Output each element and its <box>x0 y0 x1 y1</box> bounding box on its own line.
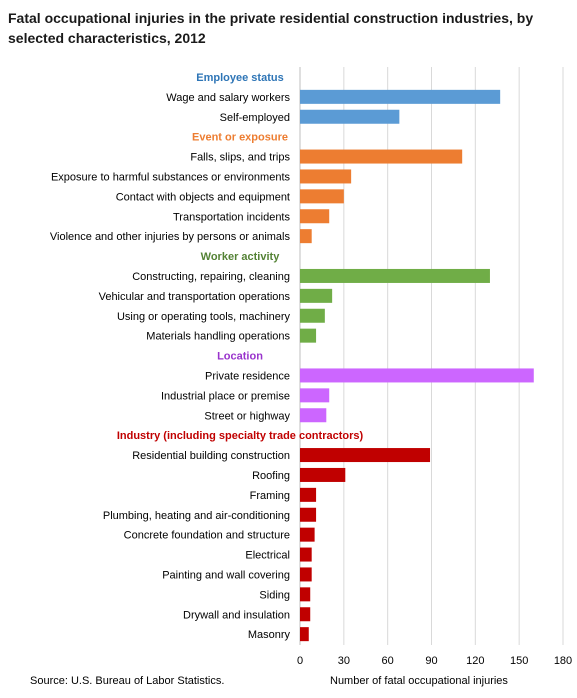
category-label: Materials handling operations <box>146 331 290 343</box>
bar <box>300 627 309 642</box>
bar <box>300 169 352 184</box>
x-tick-label: 180 <box>554 655 572 667</box>
category-label: Contact with objects and equipment <box>116 191 290 203</box>
category-label: Violence and other injuries by persons o… <box>50 231 291 243</box>
category-label: Siding <box>259 589 290 601</box>
category-label: Falls, slips, and trips <box>190 152 290 164</box>
x-tick-label: 0 <box>297 655 303 667</box>
category-label: Industrial place or premise <box>161 390 290 402</box>
bar <box>300 408 327 423</box>
bar <box>300 109 400 124</box>
bar <box>300 567 312 582</box>
bar <box>300 547 312 562</box>
bar <box>300 89 501 104</box>
bar <box>300 268 490 283</box>
chart-title: Fatal occupational injuries in the priva… <box>8 10 534 46</box>
group-header: Location <box>217 351 263 363</box>
category-label: Wage and salary workers <box>166 92 290 104</box>
bar <box>300 527 315 542</box>
bar <box>300 448 431 463</box>
category-label: Electrical <box>245 550 290 562</box>
bar <box>300 587 311 602</box>
source-note: Source: U.S. Bureau of Labor Statistics. <box>30 675 225 687</box>
category-label: Using or operating tools, machinery <box>117 311 291 323</box>
x-tick-label: 60 <box>382 655 394 667</box>
bar <box>300 308 325 323</box>
group-header: Worker activity <box>201 251 281 263</box>
x-tick-label: 30 <box>338 655 350 667</box>
bar <box>300 288 333 303</box>
bar <box>300 149 463 164</box>
group-header: Industry (including specialty trade cont… <box>117 430 364 442</box>
category-label: Constructing, repairing, cleaning <box>132 271 290 283</box>
group-header: Event or exposure <box>192 132 288 144</box>
bar <box>300 467 346 482</box>
category-label: Drywall and insulation <box>183 609 290 621</box>
bar <box>300 368 534 383</box>
category-label: Exposure to harmful substances or enviro… <box>51 171 291 183</box>
bar <box>300 229 312 244</box>
x-tick-label: 120 <box>466 655 484 667</box>
category-label: Self-employed <box>220 112 290 124</box>
category-label: Framing <box>250 490 290 502</box>
category-label: Concrete foundation and structure <box>124 530 290 542</box>
bar <box>300 607 311 622</box>
bar <box>300 328 317 343</box>
bar <box>300 209 330 224</box>
category-label: Painting and wall covering <box>162 569 290 581</box>
category-label: Vehicular and transportation operations <box>99 291 291 303</box>
category-label: Roofing <box>252 470 290 482</box>
x-tick-label: 150 <box>510 655 528 667</box>
category-label: Private residence <box>205 370 290 382</box>
bar <box>300 487 317 502</box>
group-header: Employee status <box>196 72 283 84</box>
bar <box>300 388 330 403</box>
category-label: Transportation incidents <box>173 211 290 223</box>
category-label: Masonry <box>248 629 291 641</box>
category-label: Residential building construction <box>132 450 290 462</box>
category-label: Plumbing, heating and air-conditioning <box>103 510 290 522</box>
bar <box>300 507 317 522</box>
x-axis-label: Number of fatal occupational injuries <box>330 675 508 687</box>
bar <box>300 189 344 204</box>
category-label: Street or highway <box>204 410 290 422</box>
x-tick-label: 90 <box>425 655 437 667</box>
